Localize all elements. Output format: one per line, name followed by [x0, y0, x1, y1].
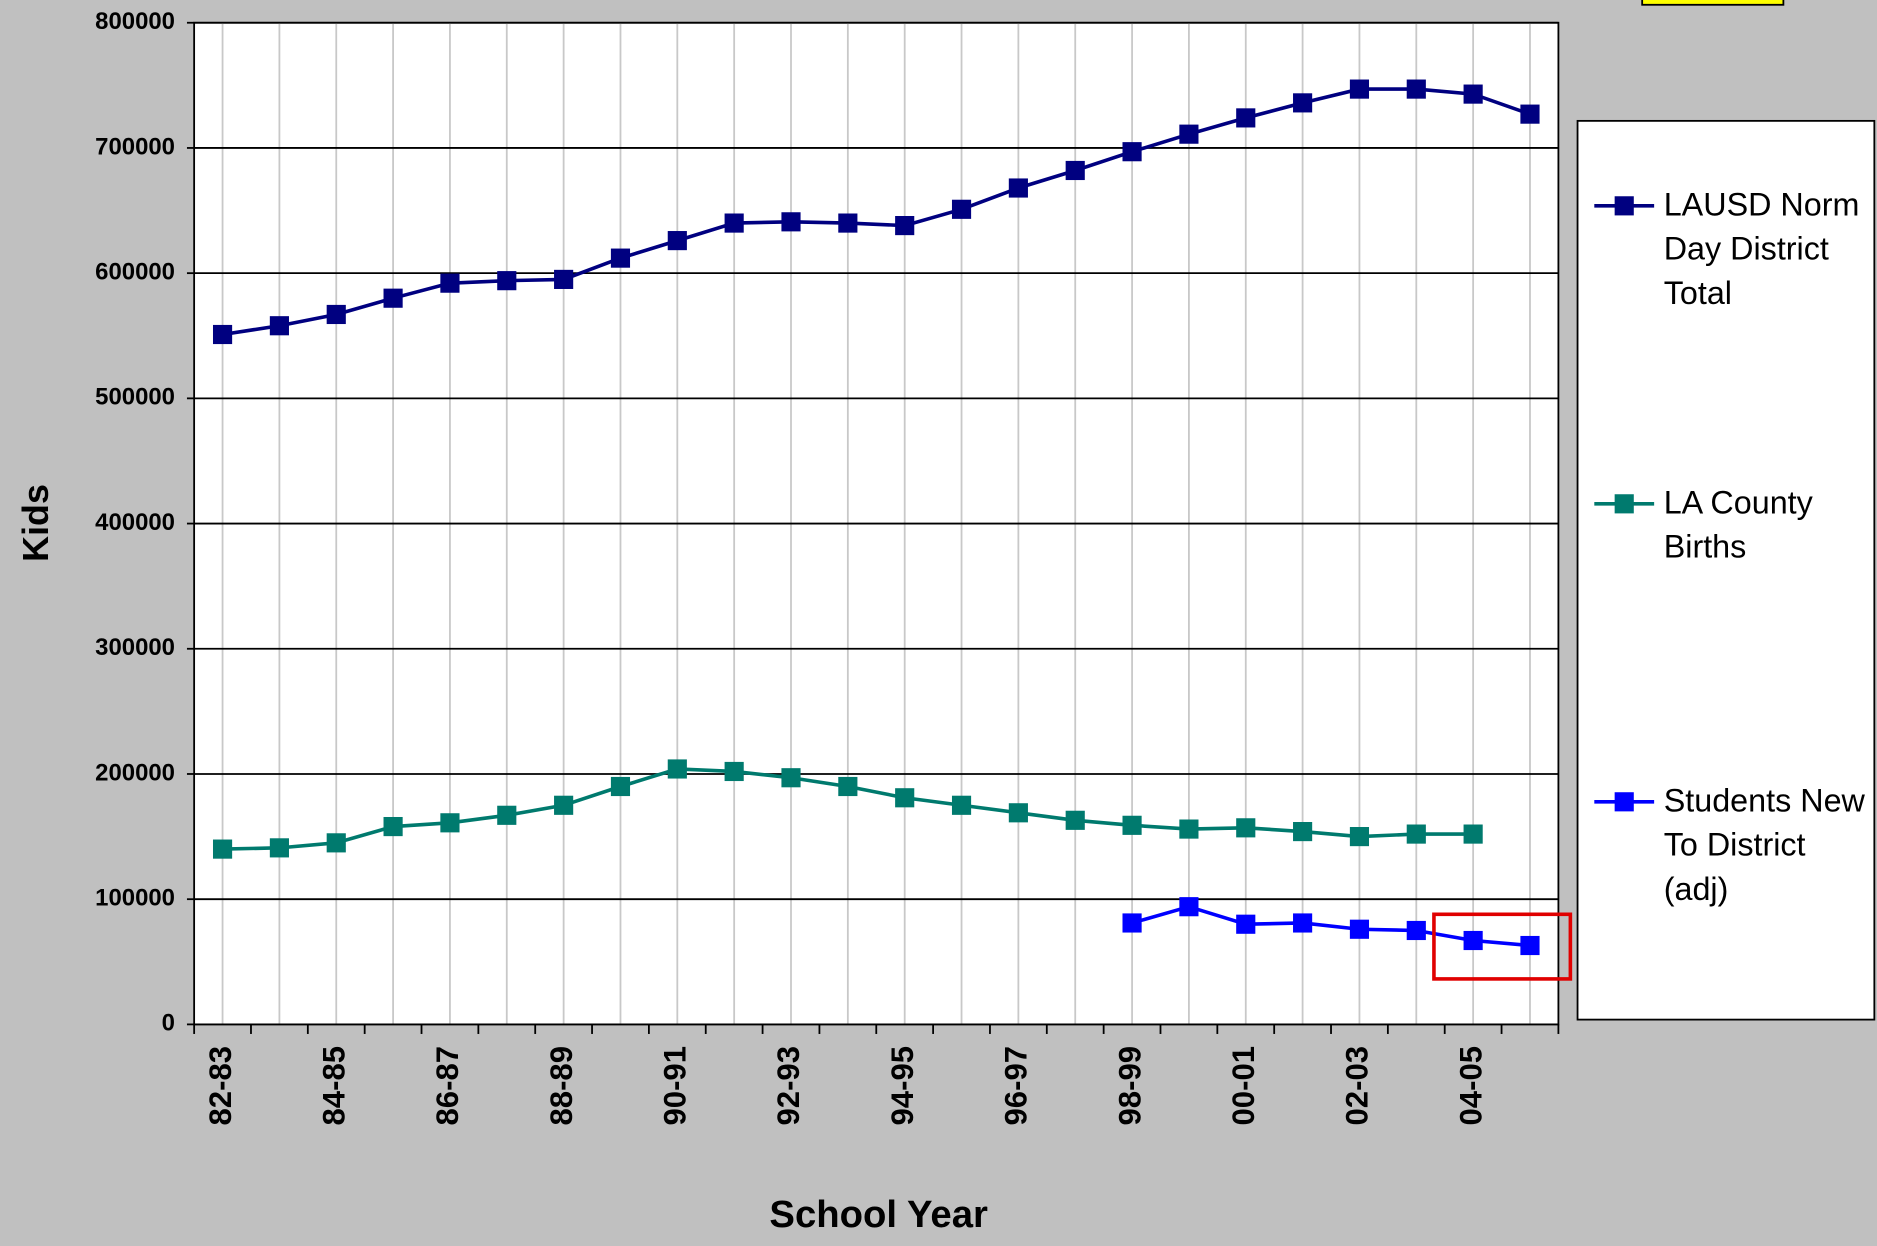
point-marker — [1349, 827, 1370, 847]
point-marker — [497, 271, 517, 291]
point-marker — [610, 776, 631, 797]
x-tick-label: 04-05 — [1453, 1046, 1488, 1126]
point-marker — [724, 761, 744, 782]
point-marker — [1520, 935, 1540, 956]
y-tick-label: 200000 — [95, 759, 175, 786]
y-tick-label: 700000 — [95, 133, 175, 160]
point-marker — [1463, 84, 1483, 104]
point-marker — [1406, 824, 1426, 844]
point-marker — [1065, 810, 1085, 830]
x-tick-label: 84-85 — [316, 1046, 351, 1126]
point-marker — [1520, 104, 1540, 124]
legend-marker — [1614, 494, 1634, 514]
x-tick-label: 88-89 — [544, 1046, 579, 1126]
point-marker — [269, 838, 289, 858]
point-marker — [212, 324, 233, 345]
point-marker — [1179, 124, 1199, 144]
legend-marker — [1614, 196, 1634, 216]
point-marker — [1293, 93, 1313, 113]
point-marker — [1008, 803, 1028, 823]
legend-label-box: LA County Births — [1663, 484, 1813, 565]
x-tick-label: 90-91 — [658, 1046, 693, 1126]
point-marker — [951, 795, 972, 815]
point-marker — [781, 768, 801, 788]
highlight-box — [1641, 0, 1785, 6]
legend-label: Students New To District (adj) — [1663, 782, 1865, 908]
point-marker — [554, 795, 574, 815]
point-marker — [269, 316, 289, 336]
legend-label: LAUSD Norm Day District Total — [1663, 186, 1860, 312]
point-marker — [610, 248, 631, 268]
legend-label-box: LAUSD Norm Day District Total — [1663, 186, 1860, 312]
y-tick-label: 600000 — [95, 258, 175, 285]
point-marker — [781, 212, 801, 232]
point-marker — [895, 215, 915, 236]
point-marker — [838, 213, 858, 233]
legend-label-box: Students New To District (adj) — [1663, 782, 1865, 908]
point-marker — [951, 199, 972, 219]
point-marker — [212, 839, 233, 859]
point-marker — [1463, 824, 1483, 844]
point-marker — [724, 213, 744, 233]
point-marker — [383, 816, 403, 837]
point-marker — [554, 269, 574, 289]
point-marker — [1236, 914, 1256, 934]
point-marker — [1179, 819, 1199, 839]
point-marker — [1406, 79, 1426, 99]
x-axis-title: School Year — [769, 1193, 988, 1236]
point-marker — [1463, 930, 1483, 951]
y-tick-label: 0 — [162, 1010, 175, 1037]
y-tick-label: 500000 — [95, 384, 175, 411]
point-marker — [1122, 815, 1142, 835]
point-marker — [1293, 913, 1313, 933]
point-marker — [1008, 178, 1028, 198]
point-marker — [440, 813, 460, 833]
y-tick-label: 400000 — [95, 509, 175, 536]
point-marker — [1349, 79, 1370, 99]
x-tick-label: 98-99 — [1112, 1046, 1147, 1126]
point-marker — [1236, 818, 1256, 838]
point-marker — [1179, 897, 1199, 917]
point-marker — [326, 304, 346, 325]
x-tick-label: 82-83 — [203, 1046, 238, 1126]
y-tick-label: 100000 — [95, 885, 175, 912]
point-marker — [667, 759, 687, 779]
highlight-rect — [1432, 912, 1573, 981]
point-marker — [440, 273, 460, 293]
legend-marker — [1614, 792, 1634, 812]
point-marker — [1406, 920, 1426, 941]
point-marker — [1236, 108, 1256, 128]
y-tick-label: 300000 — [95, 634, 175, 661]
point-marker — [326, 833, 346, 853]
point-marker — [838, 776, 858, 797]
point-marker — [1293, 822, 1313, 842]
x-tick-label: 86-87 — [430, 1046, 465, 1126]
point-marker — [895, 788, 915, 808]
point-marker — [1122, 142, 1142, 162]
x-tick-label: 02-03 — [1340, 1046, 1375, 1126]
x-tick-label: 00-01 — [1226, 1046, 1261, 1126]
x-tick-label: 92-93 — [771, 1046, 806, 1126]
y-axis-title: Kids — [16, 484, 56, 562]
point-marker — [1065, 160, 1085, 181]
x-tick-label: 94-95 — [885, 1046, 920, 1126]
point-marker — [383, 288, 403, 308]
point-marker — [1349, 919, 1370, 939]
legend-label: LA County Births — [1663, 484, 1813, 565]
point-marker — [1122, 913, 1142, 933]
point-marker — [667, 231, 687, 251]
legend-box — [1576, 119, 1876, 1021]
y-tick-label: 800000 — [95, 8, 175, 35]
point-marker — [497, 805, 517, 825]
x-tick-label: 96-97 — [999, 1046, 1034, 1126]
